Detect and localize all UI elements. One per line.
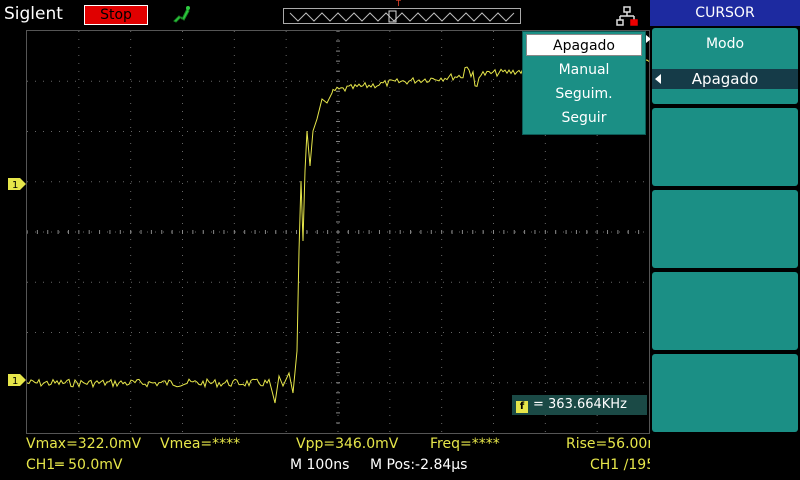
graticule	[26, 30, 650, 433]
mode-softkey-label: Modo	[705, 36, 745, 52]
probe-icon	[173, 6, 190, 23]
dropdown-option-apagado[interactable]: Apagado	[526, 34, 642, 56]
memory-depth-bar	[283, 8, 521, 24]
horizontal-position: M Pos:-2.84µs	[370, 457, 468, 473]
timebase: M 100ns	[290, 457, 350, 473]
measurement-vpp: Vpp=346.0mV	[296, 436, 399, 452]
mode-softkey[interactable]: Modo Apagado	[652, 28, 798, 104]
dropdown-option-seguim[interactable]: Seguim.	[555, 86, 613, 102]
frequency-counter: f = 363.664KHz	[512, 395, 647, 415]
run-stop-indicator[interactable]: Stop	[84, 5, 148, 25]
ch1-ground-marker[interactable]: 1	[8, 374, 26, 386]
menu-title: CURSOR	[650, 0, 800, 26]
mode-dropdown[interactable]: Apagado Manual Seguim. Seguir	[522, 31, 646, 135]
dropdown-option-manual[interactable]: Manual	[558, 62, 610, 78]
brand-label: Siglent	[4, 4, 63, 24]
ch1-scale: CH1═ 50.0mV	[26, 457, 123, 473]
dropdown-option-seguir[interactable]: Seguir	[561, 110, 607, 126]
softkey-menu: CURSOR Modo Apagado	[650, 0, 800, 480]
softkey-3[interactable]	[652, 190, 798, 268]
measurement-rise: Rise=56.00ns	[566, 436, 664, 452]
measurement-freq: Freq=****	[430, 436, 500, 452]
frequency-icon: f	[516, 401, 528, 413]
svg-text:1: 1	[12, 180, 18, 190]
softkey-5[interactable]	[652, 354, 798, 432]
network-icon	[616, 6, 638, 26]
memory-waveform-preview	[289, 10, 515, 23]
waveform-display	[26, 30, 650, 434]
svg-text:1: 1	[12, 376, 18, 386]
top-bar: Siglent Stop T	[0, 0, 650, 28]
measurement-vmea: Vmea=****	[160, 436, 241, 452]
memory-trigger-marker: T	[396, 0, 401, 8]
measurement-vmax: Vmax=322.0mV	[26, 436, 142, 452]
ch1-offset-marker[interactable]: 1	[8, 178, 26, 190]
left-arrow-icon	[655, 74, 661, 84]
mode-softkey-value: Apagado	[652, 69, 798, 89]
frequency-value: = 363.664KHz	[533, 397, 627, 412]
softkey-4[interactable]	[652, 272, 798, 350]
softkey-2[interactable]	[652, 108, 798, 186]
dropdown-pointer-icon	[646, 35, 651, 43]
